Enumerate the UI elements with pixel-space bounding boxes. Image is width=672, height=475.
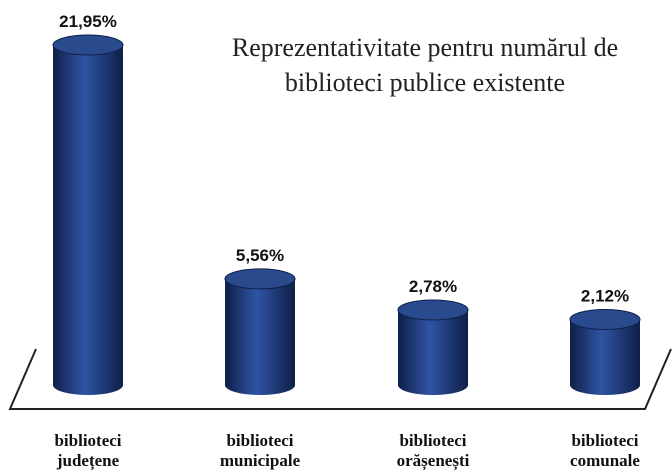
bar-top xyxy=(397,299,469,321)
data-label: 2,12% xyxy=(581,286,629,305)
bar-body xyxy=(398,309,468,395)
data-label: 21,95% xyxy=(59,12,117,31)
bar-top xyxy=(52,34,124,56)
category-label: municipale xyxy=(220,451,301,470)
chart-title-line-2: biblioteci publice existente xyxy=(285,68,565,97)
category-label: orășenești xyxy=(397,451,470,471)
bar-top xyxy=(224,268,296,290)
bars-group xyxy=(52,34,641,395)
data-label: 2,78% xyxy=(409,277,457,296)
bar-body xyxy=(225,278,295,395)
category-label: biblioteci xyxy=(226,431,293,450)
category-label: județene xyxy=(56,451,120,471)
category-label: comunale xyxy=(570,451,640,470)
chart-floor xyxy=(8,348,672,410)
category-label: biblioteci xyxy=(399,431,466,450)
bar-body xyxy=(53,45,123,395)
category-label: biblioteci xyxy=(54,431,121,450)
bar-body xyxy=(570,319,640,395)
data-label: 5,56% xyxy=(236,246,284,265)
chart-title-line-1: Reprezentativitate pentru numărul de xyxy=(232,33,618,62)
bar xyxy=(569,308,641,395)
bar xyxy=(397,299,469,395)
category-label: biblioteci xyxy=(571,431,638,450)
bar-top xyxy=(569,308,641,330)
bar xyxy=(224,268,296,395)
bar xyxy=(52,34,124,395)
